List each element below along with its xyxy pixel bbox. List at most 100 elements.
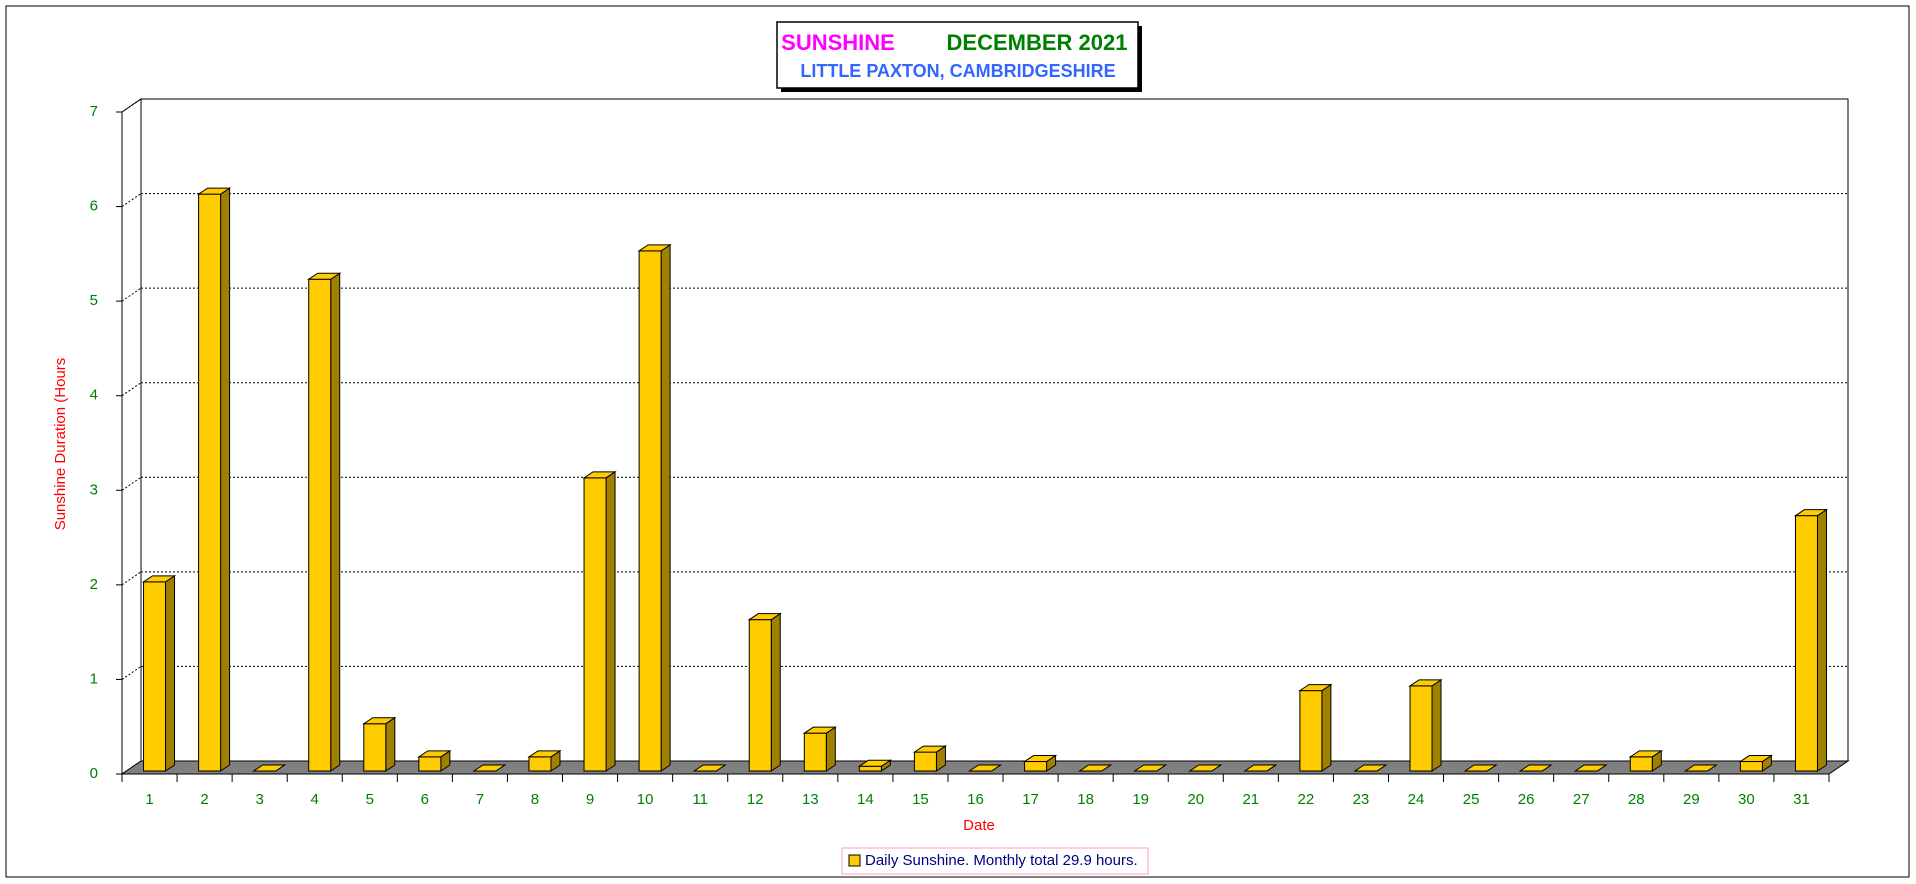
bar-top [747, 613, 782, 621]
x-tick-label: 16 [967, 791, 984, 808]
bar [1353, 764, 1388, 772]
x-tick-label: 26 [1518, 791, 1535, 808]
bar-side [1431, 678, 1442, 772]
bar [692, 764, 727, 772]
bar [582, 470, 617, 772]
bar-top [527, 750, 562, 758]
bar-top [857, 759, 893, 767]
y-tick-label: 6 [90, 198, 98, 215]
bar [637, 243, 672, 772]
bar-front [748, 619, 772, 772]
bar-side [825, 726, 836, 772]
x-tick-label: 5 [366, 791, 374, 808]
x-tick-label: 8 [531, 791, 539, 808]
x-tick-label: 15 [912, 791, 929, 808]
bar-top [1573, 764, 1608, 772]
bar-front [418, 756, 442, 772]
chart-title: SUNSHINE [781, 30, 895, 55]
y-tick-label: 2 [90, 576, 98, 593]
bar [802, 726, 837, 772]
x-tick-label: 21 [1242, 791, 1259, 808]
y-tick-label: 7 [90, 103, 98, 120]
bar-top [362, 717, 397, 725]
bar [1188, 764, 1223, 772]
bar [307, 272, 342, 772]
y-axis-label: Sunshine Duration (Hours [52, 358, 69, 531]
x-tick-label: 24 [1408, 791, 1425, 808]
bar-top [1353, 764, 1388, 772]
bar [472, 764, 507, 772]
x-tick-label: 19 [1132, 791, 1149, 808]
bar-top [912, 745, 948, 753]
bar-front [1629, 756, 1653, 772]
x-tick-label: 14 [857, 791, 874, 808]
title-box [776, 21, 1139, 89]
bar-front [308, 278, 332, 772]
x-tick-label: 7 [476, 791, 484, 808]
bar-top [1463, 764, 1498, 772]
bar [1298, 683, 1333, 772]
bar-top [307, 272, 342, 280]
bar-front [638, 250, 662, 772]
x-axis-label: Date [963, 817, 995, 834]
bar-top [1298, 684, 1333, 692]
x-tick-label: 6 [421, 791, 429, 808]
y-tick-label: 4 [90, 387, 98, 404]
x-tick-label: 13 [802, 791, 819, 808]
bar-top [1683, 764, 1718, 772]
chart-subtitle: LITTLE PAXTON, CAMBRIDGESHIRE [800, 61, 1115, 81]
bar-top [1793, 509, 1829, 517]
x-tick-label: 27 [1573, 791, 1590, 808]
x-tick-label: 1 [145, 791, 153, 808]
bar-top [472, 764, 507, 772]
bar [857, 759, 893, 772]
chart-title: DECEMBER 2021 [947, 30, 1128, 55]
bar-top [1188, 764, 1223, 772]
bar-top [1077, 764, 1113, 772]
legend-label: Daily Sunshine. Monthly total 29.9 hours… [865, 852, 1138, 869]
bar-front [583, 477, 607, 772]
bar [1022, 754, 1058, 772]
bar-front [363, 723, 387, 772]
bar [1408, 678, 1443, 772]
y-tick-label: 0 [90, 765, 98, 782]
bar-front [1739, 761, 1763, 772]
bar-side [605, 470, 616, 772]
bar-top [637, 244, 672, 252]
bar-top [802, 726, 837, 734]
bar-side [1321, 683, 1332, 772]
bar [1738, 754, 1774, 772]
bar-top [141, 575, 177, 583]
y-tick-label: 3 [90, 481, 98, 498]
legend-swatch [848, 854, 861, 867]
bar [1518, 764, 1553, 772]
bar [362, 716, 397, 772]
bar-front [1024, 761, 1048, 772]
bar [252, 764, 287, 772]
bar-front [1409, 685, 1433, 772]
x-tick-label: 30 [1738, 791, 1755, 808]
bar-top [196, 187, 232, 195]
bar-front [198, 193, 222, 772]
bar-top [1408, 679, 1443, 687]
bar-top [692, 764, 727, 772]
bar-top [1738, 755, 1774, 763]
bar-front [1299, 690, 1323, 772]
bar [1573, 764, 1608, 772]
bar [417, 749, 452, 772]
x-tick-label: 20 [1187, 791, 1204, 808]
x-tick-label: 28 [1628, 791, 1645, 808]
bar-top [967, 764, 1003, 772]
bar-front [803, 732, 827, 772]
left-wall [121, 98, 142, 775]
bar-front [1794, 515, 1818, 772]
bar [1077, 764, 1113, 772]
x-tick-label: 23 [1353, 791, 1370, 808]
bar-top [252, 764, 287, 772]
bar-side [1816, 508, 1827, 772]
bar [967, 764, 1003, 772]
legend-box [841, 847, 1149, 875]
bar [1133, 764, 1168, 772]
bar-front [528, 756, 552, 772]
